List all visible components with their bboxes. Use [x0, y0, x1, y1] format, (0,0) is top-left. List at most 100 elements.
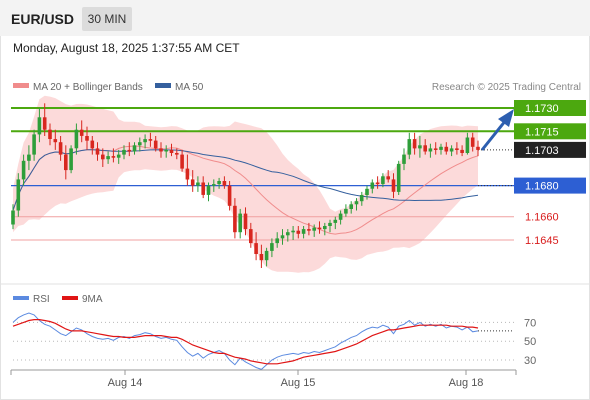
candle-body — [21, 160, 26, 180]
candle-body — [196, 182, 200, 186]
candle-body — [53, 139, 58, 143]
candle-body — [296, 230, 301, 234]
candle-body — [95, 148, 100, 155]
x-tick-label: Aug 15 — [281, 377, 316, 389]
candle-body — [11, 210, 15, 225]
candle-body — [433, 148, 438, 150]
candle-body — [396, 163, 401, 192]
candle-body — [291, 230, 295, 233]
candle-body — [359, 195, 364, 202]
ma20-legend-label: MA 20 + Bollinger Bands — [33, 82, 143, 93]
candle-body — [391, 179, 396, 192]
level-label-1: 1.1715 — [525, 126, 559, 138]
symbol-label: EUR/USD — [11, 11, 75, 27]
rsi-panel: 70 50 30 — [12, 312, 536, 370]
level-label-4: 1.1660 — [525, 212, 559, 224]
candle-body — [238, 213, 242, 233]
candle-body — [349, 204, 353, 209]
rsi-tick-label-2: 30 — [524, 355, 536, 367]
candle-body — [16, 179, 21, 211]
candle-body — [122, 149, 126, 155]
candle-body — [153, 140, 158, 149]
candle-body — [116, 154, 121, 158]
rsi-ma-legend-swatch — [62, 296, 78, 300]
rsi-ma-line — [12, 319, 479, 365]
candle-body — [259, 254, 264, 261]
rsi-legend-label: RSI — [33, 294, 50, 305]
rsi-line — [12, 312, 479, 370]
candle-body — [275, 238, 279, 244]
candle-body — [412, 139, 417, 149]
level-label-bg-3 — [514, 177, 586, 194]
candle-body — [111, 156, 116, 158]
candle-body — [386, 176, 390, 180]
rsi-tick-label-1: 50 — [524, 336, 536, 348]
candle-body — [32, 134, 36, 155]
bollinger-band — [13, 95, 478, 273]
candle-body — [64, 154, 68, 171]
candle-body — [280, 235, 285, 239]
level-label-bg-2 — [514, 141, 586, 158]
candle-body — [37, 117, 42, 135]
candle-body — [132, 145, 137, 152]
candle-body — [212, 184, 216, 186]
ma50-line — [12, 149, 479, 211]
candle-body — [264, 250, 269, 261]
credit-text: Research © 2025 Trading Central — [432, 82, 581, 93]
candle-body — [301, 229, 306, 234]
candle-body — [180, 154, 184, 169]
x-axis: Aug 14 Aug 15 Aug 18 — [10, 369, 517, 389]
candle-body — [333, 219, 338, 223]
candle-body — [233, 205, 237, 233]
candle-body — [470, 137, 475, 147]
target-arrow-head — [498, 109, 514, 127]
candle-body — [106, 156, 110, 160]
target-arrow-shaft — [480, 119, 508, 151]
candle-body — [375, 182, 380, 185]
bollinger-band-fill — [13, 95, 478, 273]
candle-body — [449, 148, 454, 152]
candle-body — [79, 129, 84, 136]
rsi-ma-legend-label: 9MA — [82, 294, 103, 305]
candle-body — [164, 149, 168, 152]
level-label-5: 1.1645 — [525, 235, 559, 247]
candle-body — [254, 243, 258, 254]
candle-body — [407, 139, 412, 155]
candle-body — [42, 117, 47, 130]
candle-body — [328, 222, 332, 226]
candle-body — [338, 213, 343, 220]
candle-body — [169, 149, 174, 153]
candle-body — [444, 146, 449, 152]
level-label-0: 1.1730 — [525, 103, 559, 115]
candle-body — [370, 182, 375, 189]
candle-body — [423, 145, 427, 152]
candle-body — [249, 229, 253, 244]
candle-body — [206, 185, 211, 195]
level-labels: 1.1730 1.1715 1.1703 1.1680 1.1660 1.1645 — [514, 100, 586, 247]
candle-body — [365, 188, 369, 195]
candle-body — [354, 201, 359, 205]
candle-body — [418, 145, 422, 149]
candle-body — [439, 146, 443, 150]
level-label-bg-1 — [514, 123, 586, 140]
candle-body — [159, 148, 163, 152]
timestamp: Monday, August 18, 2025 1:37:55 AM CET — [13, 41, 240, 55]
candle-body — [465, 137, 470, 153]
candle-body — [476, 146, 480, 150]
candle-body — [175, 153, 179, 155]
candle-body — [58, 142, 63, 155]
candle-body — [222, 181, 227, 186]
timeframe-button[interactable]: 30 MIN — [82, 7, 132, 31]
candle-body — [74, 129, 79, 149]
level-label-2: 1.1703 — [525, 145, 559, 157]
candle-body — [69, 148, 73, 171]
candle-body — [455, 148, 459, 150]
candle-body — [243, 213, 248, 230]
candle-body — [138, 142, 142, 146]
rsi-tick-label-0: 70 — [524, 317, 536, 329]
candle-body — [217, 181, 221, 185]
candle-body — [201, 182, 205, 195]
candle-body — [344, 208, 348, 214]
candle-body — [312, 227, 316, 231]
